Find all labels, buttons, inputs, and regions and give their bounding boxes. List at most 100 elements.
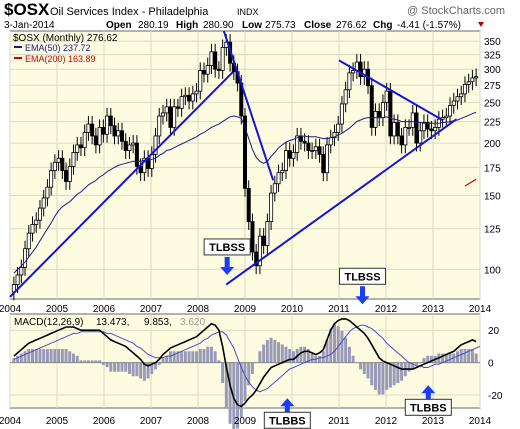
- macd-legend-signal: 9.853,: [144, 317, 172, 328]
- x-tick-label: 2014: [469, 416, 492, 427]
- x-tick-label: 2013: [422, 304, 445, 315]
- candle-body: [142, 157, 147, 174]
- candle-body: [414, 112, 419, 144]
- candle-body: [201, 70, 206, 75]
- x-tick-label: 2005: [46, 416, 69, 427]
- macd-histogram-bar: [239, 362, 243, 418]
- macd-histogram-bar: [396, 362, 400, 384]
- macd-histogram-bar: [142, 362, 146, 381]
- macd-histogram-bar: [306, 349, 310, 363]
- macd-histogram-bar: [31, 349, 35, 363]
- candle-body: [302, 140, 307, 144]
- macd-histogram-bar: [94, 360, 98, 363]
- ema50-line: [13, 111, 477, 274]
- macd-histogram-bar: [191, 351, 195, 363]
- price-tick-label: 300: [484, 65, 501, 76]
- candle-body: [183, 94, 188, 98]
- macd-histogram-bar: [269, 337, 273, 363]
- macd-histogram-bar: [444, 353, 448, 363]
- candle-body: [123, 140, 128, 151]
- candle-body: [291, 152, 296, 159]
- exchange-label: INDX: [237, 7, 259, 17]
- macd-histogram-bar: [411, 362, 415, 370]
- candle-body: [321, 153, 326, 174]
- candle-body: [149, 153, 154, 169]
- trendline: [9, 70, 234, 298]
- x-tick-label: 2006: [93, 304, 116, 315]
- macd-histogram-bar: [202, 349, 206, 363]
- candle-body: [26, 232, 31, 250]
- macd-histogram-bar: [19, 353, 23, 363]
- candle-body: [280, 170, 285, 174]
- up-arrow-icon: [425, 392, 431, 400]
- macd-histogram-bar: [299, 346, 303, 363]
- macd-histogram-bar: [195, 351, 199, 363]
- x-tick-label: 2012: [375, 304, 398, 315]
- candle-body: [86, 123, 91, 133]
- macd-tick-label: 0: [488, 359, 494, 370]
- low-label: Low: [242, 20, 262, 31]
- candle-body: [313, 146, 318, 151]
- x-tick-label: 2011: [328, 304, 350, 315]
- up-arrow-icon: [421, 385, 436, 394]
- price-marks: [9, 30, 479, 301]
- candle-body: [272, 183, 277, 194]
- macd-histogram-bar: [86, 360, 90, 363]
- macd-histogram-bar: [98, 360, 102, 363]
- macd-legend-label: MACD(12,26,9): [14, 317, 83, 328]
- macd-histogram-bar: [429, 355, 433, 363]
- quote-date: 3-Jan-2014: [4, 20, 55, 31]
- candle-body: [421, 122, 426, 132]
- macd-histogram-bar: [340, 330, 344, 363]
- macd-histogram-bar: [392, 362, 396, 386]
- candle-body: [459, 93, 464, 98]
- candle-body: [377, 110, 382, 119]
- trendline: [225, 118, 458, 286]
- macd-histogram-bar: [448, 353, 452, 363]
- macd-histogram-bar: [154, 362, 158, 370]
- macd-histogram-bar: [34, 349, 38, 363]
- down-arrow-icon: [355, 296, 370, 305]
- candle-body: [71, 152, 76, 167]
- close-value: 276.62: [336, 20, 367, 31]
- candle-body: [444, 115, 449, 119]
- candle-body: [78, 144, 83, 149]
- macd-histogram-bar: [347, 346, 351, 363]
- candle-body: [276, 172, 281, 185]
- macd-histogram-bar: [351, 355, 355, 363]
- macd-histogram-bar: [198, 349, 202, 363]
- macd-tick-label: -20: [488, 391, 503, 402]
- x-tick-label: 2014: [469, 304, 492, 315]
- candle-body: [175, 106, 180, 109]
- macd-histogram-bar: [120, 362, 124, 372]
- x-tick-label: 2007: [140, 416, 163, 427]
- annotation-callout: TLBBS: [263, 398, 311, 429]
- macd-histogram-bar: [344, 337, 348, 363]
- price-legend: $OSX (Monthly) 276.62 EMA(50) 237.72 EMA…: [13, 33, 118, 64]
- candle-body: [399, 135, 404, 146]
- macd-legend: MACD(12,26,9) 13.473, 9.853, 3.620: [14, 317, 205, 328]
- candle-body: [108, 115, 113, 127]
- macd-histogram-bar: [291, 351, 295, 363]
- macd-histogram-bar: [221, 362, 225, 384]
- macd-histogram-bar: [377, 362, 381, 395]
- trendline: [222, 30, 275, 181]
- macd-histogram-bar: [101, 362, 105, 365]
- candle-body: [198, 70, 203, 92]
- macd-histogram-bar: [172, 351, 176, 363]
- macd-histogram-bar: [224, 362, 228, 408]
- x-tick-label: 2013: [422, 416, 445, 427]
- candle-body: [433, 126, 438, 132]
- annotation-box: [203, 238, 251, 256]
- candle-body: [425, 122, 430, 130]
- macd-histogram-bar: [243, 362, 247, 402]
- candle-body: [462, 84, 467, 95]
- macd-histogram-bar: [42, 349, 46, 363]
- macd-histogram-bar: [183, 351, 187, 363]
- macd-histogram-bar: [250, 362, 254, 374]
- candle-body: [343, 89, 348, 105]
- candle-body: [418, 130, 423, 144]
- low-value: 275.73: [265, 20, 296, 31]
- candle-body: [45, 186, 50, 199]
- annotation-callout: TLBSS: [203, 238, 251, 275]
